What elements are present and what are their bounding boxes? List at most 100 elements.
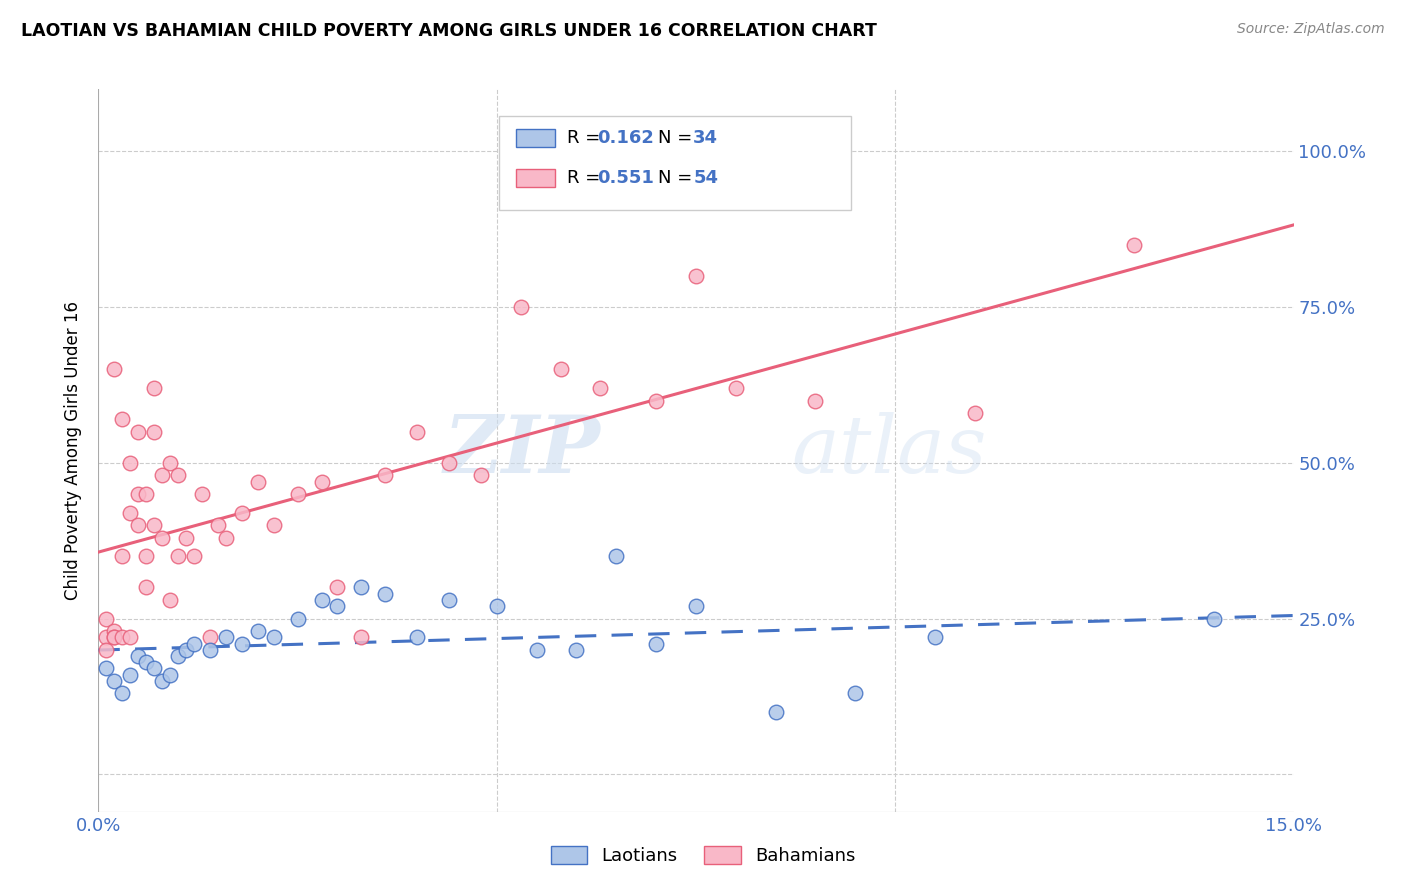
Point [159,593,181,607]
Point [326,599,349,614]
Text: 54: 54 [693,169,718,187]
Point [485,599,508,614]
Text: ZIP: ZIP [443,412,600,489]
Point [120,506,142,520]
Point [120,667,142,681]
Point [685,599,707,614]
Point [183,636,205,650]
Point [246,475,269,489]
Point [437,593,460,607]
Point [143,381,166,395]
Point [804,393,827,408]
Point [765,705,787,719]
Text: N =: N = [658,129,697,147]
Point [159,667,181,681]
Point [120,630,142,644]
Text: R =: R = [567,129,606,147]
Point [183,549,205,564]
Point [311,475,333,489]
Point [143,518,166,533]
Point [645,393,668,408]
Point [174,531,197,545]
Y-axis label: Child Poverty Among Girls Under 16: Child Poverty Among Girls Under 16 [65,301,83,600]
Point [135,487,157,501]
Point [111,686,134,700]
Point [844,686,866,700]
Text: Source: ZipAtlas.com: Source: ZipAtlas.com [1237,22,1385,37]
Point [198,630,221,644]
Point [159,456,181,470]
Point [526,642,548,657]
Point [111,549,134,564]
Point [374,468,396,483]
Point [96,630,118,644]
Point [135,549,157,564]
Point [96,642,118,657]
Point [103,630,125,644]
Point [103,624,125,639]
Point [437,456,460,470]
Point [924,630,946,644]
Text: N =: N = [658,169,697,187]
Point [470,468,492,483]
Point [150,531,173,545]
Point [231,506,253,520]
Text: 0.551: 0.551 [598,169,654,187]
Point [215,630,238,644]
Point [565,642,588,657]
Point [685,268,707,283]
Point [135,581,157,595]
Point [215,531,238,545]
Text: LAOTIAN VS BAHAMIAN CHILD POVERTY AMONG GIRLS UNDER 16 CORRELATION CHART: LAOTIAN VS BAHAMIAN CHILD POVERTY AMONG … [21,22,877,40]
Point [263,630,285,644]
Point [167,648,190,663]
Point [135,655,157,669]
Point [350,581,373,595]
Point [191,487,214,501]
Point [605,549,627,564]
Point [263,518,285,533]
Point [231,636,253,650]
Point [1123,238,1146,252]
Point [963,406,986,420]
Point [246,624,269,639]
Point [509,300,531,314]
Point [127,648,149,663]
Point [111,412,134,426]
Point [406,425,429,439]
Text: 0.162: 0.162 [598,129,654,147]
Point [150,673,173,688]
Text: 34: 34 [693,129,718,147]
Point [350,630,373,644]
Point [127,518,149,533]
Point [174,642,197,657]
Point [127,425,149,439]
Legend: Laotians, Bahamians: Laotians, Bahamians [541,837,865,874]
Point [167,468,190,483]
Point [645,636,668,650]
Point [103,673,125,688]
Point [143,425,166,439]
Point [374,587,396,601]
Text: R =: R = [567,169,606,187]
Point [287,612,309,626]
Point [589,381,612,395]
Point [724,381,747,395]
Point [96,661,118,675]
Point [111,630,134,644]
Point [1202,612,1225,626]
Point [150,468,173,483]
Point [103,362,125,376]
Point [550,362,572,376]
Point [198,642,221,657]
Point [167,549,190,564]
Point [120,456,142,470]
Point [207,518,229,533]
Point [326,581,349,595]
Point [127,487,149,501]
Text: atlas: atlas [792,412,987,489]
Point [96,612,118,626]
Point [406,630,429,644]
Point [311,593,333,607]
Point [103,630,125,644]
